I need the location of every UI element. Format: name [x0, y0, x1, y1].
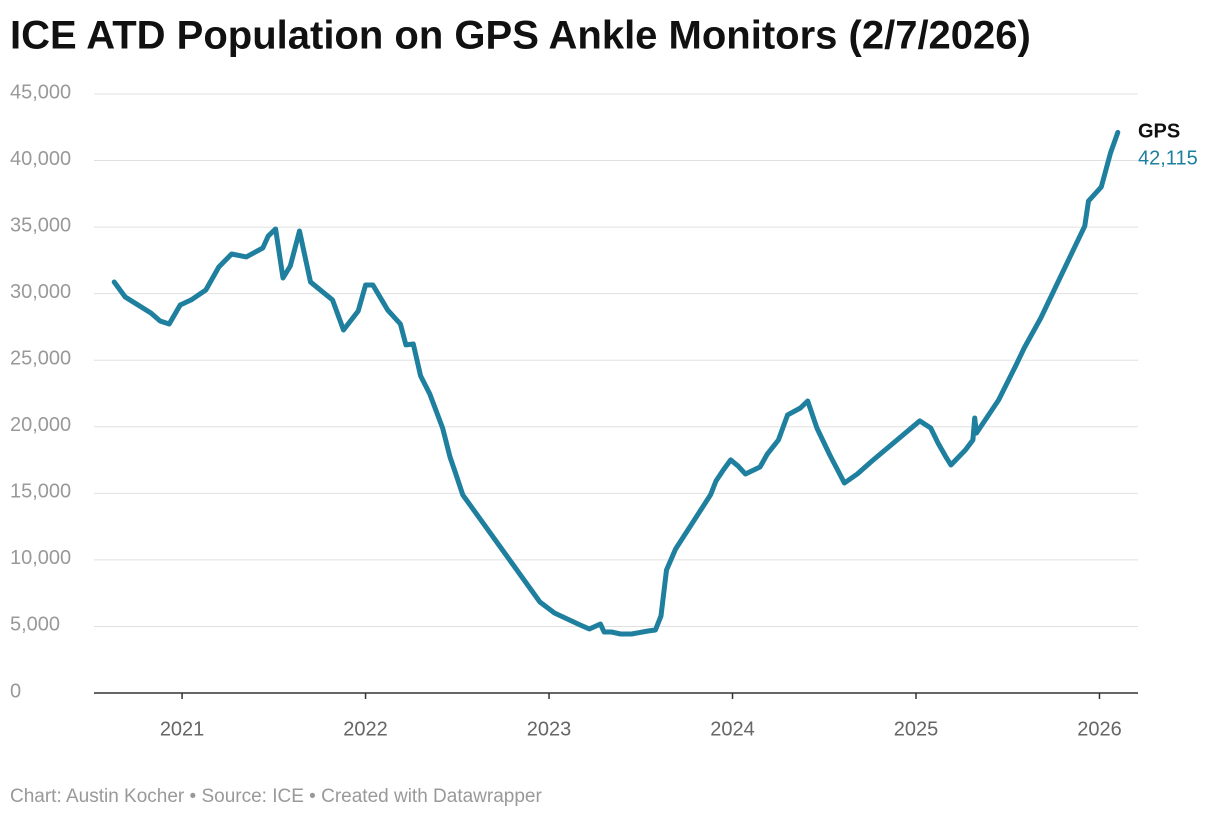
y-tick-label: 25,000 [10, 348, 71, 370]
y-tick-label: 10,000 [10, 547, 71, 569]
y-tick-label: 20,000 [10, 414, 71, 436]
x-tick-label: 2022 [343, 718, 388, 740]
x-tick-label: 2024 [710, 718, 755, 740]
y-tick-label: 0 [10, 680, 21, 702]
y-tick-label: 35,000 [10, 214, 71, 236]
source-note: Chart: Austin Kocher • Source: ICE • Cre… [10, 786, 542, 807]
y-tick-label: 40,000 [10, 148, 71, 170]
y-tick-label: 45,000 [10, 81, 71, 103]
x-tick-label: 2025 [894, 718, 939, 740]
y-tick-label: 5,000 [10, 614, 60, 636]
y-tick-label: 15,000 [10, 481, 71, 503]
data-line [111, 129, 1121, 637]
y-tick-label: 30,000 [10, 281, 71, 303]
x-tick-label: 2026 [1077, 718, 1122, 740]
x-tick-label: 2023 [527, 718, 572, 740]
series-label: GPS [1138, 121, 1180, 143]
chart-title: ICE ATD Population on GPS Ankle Monitors… [10, 14, 1031, 58]
value-label: 42,115 [1138, 148, 1198, 170]
x-tick-label: 2021 [160, 718, 205, 740]
